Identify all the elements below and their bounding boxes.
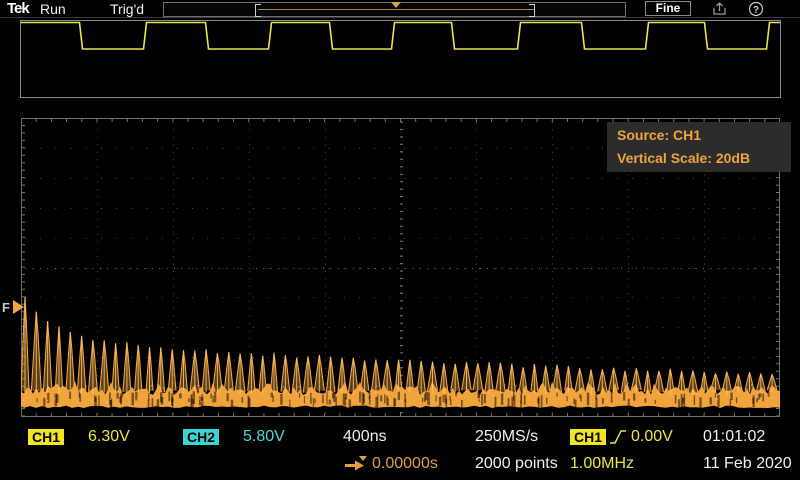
svg-text:?: ? xyxy=(753,5,759,16)
ch1-badge[interactable]: CH1 xyxy=(28,429,65,445)
ch2-scale-readout[interactable]: 5.80V xyxy=(243,428,285,445)
help-icon[interactable]: ? xyxy=(748,1,764,17)
fft-graticule xyxy=(21,118,780,417)
horizontal-position-readout[interactable]: 0.00000s xyxy=(372,455,438,472)
acquisition-status: Run xyxy=(40,1,66,17)
trigger-slope-icon xyxy=(610,430,626,444)
trigger-status: Trig'd xyxy=(110,1,145,17)
zoom-window-right-bracket[interactable] xyxy=(529,4,535,17)
ch1-scale-readout[interactable]: 6.30V xyxy=(88,428,130,445)
overview-waveform xyxy=(20,21,781,50)
record-length-readout: 2000 points xyxy=(475,455,558,472)
clock-time: 01:01:02 xyxy=(703,428,766,445)
ch2-badge[interactable]: CH2 xyxy=(183,429,220,445)
horizontal-scale-readout[interactable]: 400ns xyxy=(343,428,387,445)
fft-marker-label: F xyxy=(2,300,10,315)
fft-vertical-scale-readout: Vertical Scale: 20dB xyxy=(617,150,751,166)
fft-trace xyxy=(21,296,780,413)
trigger-level-readout[interactable]: 0.00V xyxy=(631,428,673,445)
zoom-overview-window xyxy=(20,20,781,98)
save-icon[interactable] xyxy=(711,1,728,16)
tek-logo: Tek xyxy=(7,0,30,17)
record-view-bar[interactable] xyxy=(163,2,626,17)
zoom-window-left-bracket[interactable] xyxy=(255,4,261,17)
sample-rate-readout: 250MS/s xyxy=(475,428,539,445)
top-menu-bar: Tek Run Trig'd Fine ? xyxy=(0,0,800,18)
f-arrow-icon xyxy=(13,300,24,314)
clock-date: 11 Feb 2020 xyxy=(703,455,792,472)
zoom-window-line xyxy=(258,9,534,10)
trigger-position-icon[interactable] xyxy=(391,2,401,8)
fft-info-box: Source: CH1 Vertical Scale: 20dB xyxy=(607,122,791,172)
horizontal-position-icon xyxy=(345,456,367,471)
fft-reference-marker[interactable]: F xyxy=(2,299,24,317)
fine-button[interactable]: Fine xyxy=(645,1,691,16)
fft-horizontal-scale-readout[interactable]: 1.00MHz xyxy=(570,455,635,472)
fft-source-readout: Source: CH1 xyxy=(617,127,702,143)
trigger-source-badge[interactable]: CH1 xyxy=(570,429,607,445)
